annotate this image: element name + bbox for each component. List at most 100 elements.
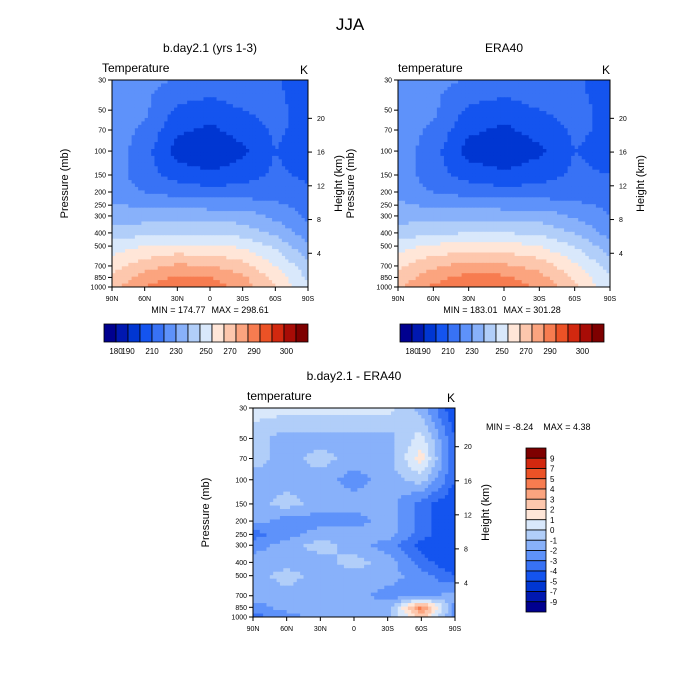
heatmap-cell — [281, 200, 286, 205]
heatmap-cell — [147, 173, 152, 177]
heatmap-cell — [219, 235, 224, 240]
heatmap-cell — [482, 152, 487, 157]
heatmap-cell — [232, 90, 237, 95]
x-tick-label: 60S — [269, 296, 282, 303]
heatmap-cell — [118, 90, 123, 95]
heatmap-cell — [180, 186, 185, 191]
heatmap-cell — [131, 162, 136, 167]
heatmap-cell — [482, 80, 487, 84]
heatmap-cell — [272, 231, 276, 236]
heatmap-cell — [216, 124, 221, 129]
heatmap-cell — [180, 162, 185, 167]
heatmap-cell — [265, 245, 270, 250]
heatmap-cell — [454, 138, 459, 143]
heatmap-cell — [419, 138, 424, 143]
heatmap-cell — [236, 162, 240, 167]
heatmap-cell — [170, 169, 175, 174]
heatmap-cell — [574, 145, 579, 150]
heatmap-cell — [112, 97, 116, 102]
heatmap-cell — [268, 114, 273, 119]
heatmap-cell — [131, 155, 136, 160]
heatmap-cell — [203, 273, 208, 278]
heatmap-cell — [183, 252, 188, 257]
heatmap-cell — [245, 266, 250, 271]
heatmap-cell — [592, 135, 597, 140]
heatmap-cell — [232, 193, 237, 198]
heatmap-cell — [272, 169, 276, 174]
heatmap-cell — [291, 259, 296, 264]
heatmap-cell — [193, 90, 198, 95]
heatmap-cell — [272, 269, 276, 274]
heatmap-cell — [294, 90, 299, 95]
heatmap-cell — [232, 224, 237, 229]
heatmap-cell — [138, 90, 142, 95]
heatmap-cell — [298, 117, 302, 122]
heatmap-cell — [275, 149, 279, 153]
heatmap-cell — [239, 276, 244, 281]
heatmap-cell — [183, 266, 188, 271]
colorbar-label: 250 — [199, 347, 213, 356]
heatmap-cell — [183, 176, 188, 181]
heatmap-cell — [496, 104, 501, 108]
heatmap-cell — [535, 138, 540, 143]
heatmap-cell — [164, 249, 168, 253]
heatmap-cell — [177, 149, 181, 153]
heatmap-cell — [216, 173, 221, 177]
heatmap-cell — [164, 128, 168, 133]
heatmap-cell — [177, 93, 181, 98]
heatmap-cell — [223, 97, 227, 102]
heatmap-cell — [433, 135, 438, 140]
heatmap-cell — [304, 162, 309, 167]
heatmap-cell — [118, 207, 123, 212]
heatmap-cell — [219, 169, 224, 174]
heatmap-cell — [138, 266, 142, 271]
heatmap-cell — [581, 131, 586, 136]
heatmap-cell — [147, 86, 152, 91]
heatmap-cell — [151, 121, 155, 126]
heatmap-cell — [154, 142, 159, 146]
heatmap-cell — [275, 221, 279, 226]
heatmap-cell — [504, 97, 508, 102]
heatmap-cell — [606, 117, 611, 122]
heatmap-cell — [229, 135, 234, 140]
heatmap-cell — [121, 221, 126, 226]
heatmap-cell — [514, 131, 519, 136]
heatmap-cell — [196, 173, 201, 177]
heatmap-cell — [245, 242, 250, 246]
heatmap-cell — [134, 104, 139, 108]
heatmap-cell — [268, 231, 273, 236]
heatmap-cell — [200, 83, 204, 88]
heatmap-cell — [268, 145, 273, 150]
heatmap-cell — [482, 86, 487, 91]
heatmap-cell — [157, 211, 162, 215]
heatmap-cell — [206, 276, 211, 281]
heatmap-cell — [190, 269, 195, 274]
heatmap-cell — [291, 183, 296, 188]
heatmap-cell — [571, 90, 576, 95]
heatmap-cell — [262, 114, 266, 119]
heatmap-cell — [606, 86, 611, 91]
heatmap-cell — [278, 114, 283, 119]
heatmap-cell — [252, 238, 257, 243]
heatmap-cell — [567, 111, 572, 115]
heatmap-cell — [164, 276, 168, 281]
heatmap-cell — [507, 138, 512, 143]
heatmap-cell — [141, 204, 146, 209]
heatmap-cell — [138, 104, 142, 108]
heatmap-cell — [262, 107, 266, 112]
y-tick-label: 850 — [94, 275, 106, 282]
heatmap-cell — [567, 83, 572, 88]
heatmap-cell — [398, 104, 402, 108]
heatmap-cell — [245, 197, 250, 202]
heatmap-cell — [203, 242, 208, 246]
heatmap-cell — [433, 111, 438, 115]
heatmap-cell — [419, 80, 424, 84]
heatmap-cell — [125, 124, 129, 129]
heatmap-cell — [200, 197, 204, 202]
heatmap-cell — [419, 86, 424, 91]
heatmap-cell — [232, 238, 237, 243]
heatmap-cell — [232, 266, 237, 271]
heatmap-cell — [187, 152, 191, 157]
heatmap-cell — [226, 145, 230, 150]
heatmap-cell — [599, 86, 604, 91]
